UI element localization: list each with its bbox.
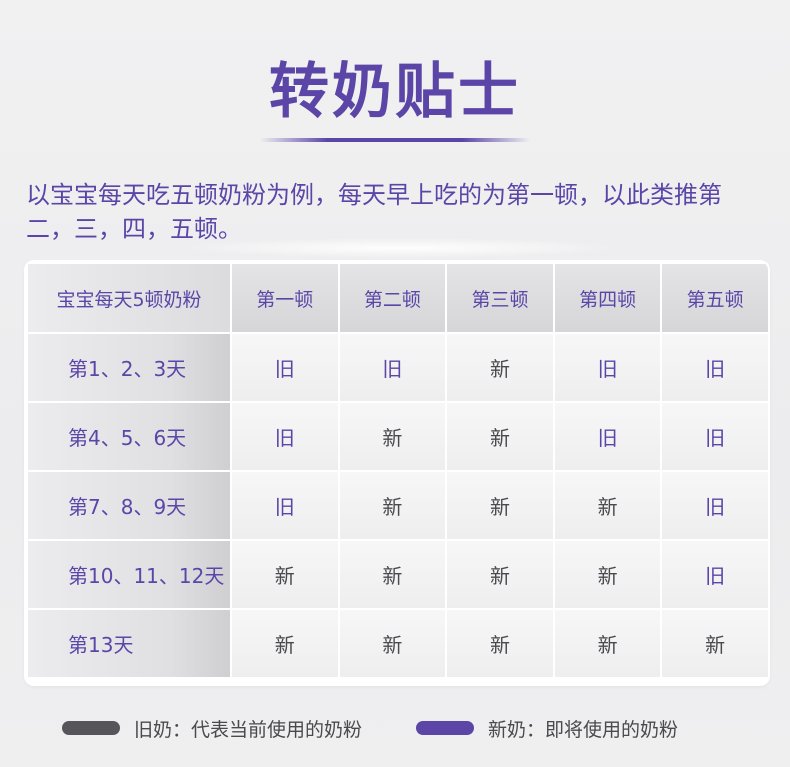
table-cell: 旧 <box>552 332 663 403</box>
table-cell: 新 <box>660 608 768 679</box>
row-label: 第10、11、12天 <box>26 539 232 610</box>
header-cell-meal-3: 第三顿 <box>445 262 555 334</box>
table-body: 第1、2、3天旧旧新旧旧第4、5、6天旧新新旧旧第7、8、9天旧新新新旧第10、… <box>26 332 768 679</box>
table-cell: 旧 <box>230 401 340 472</box>
table-row: 第13天新新新新新 <box>26 608 768 679</box>
header-cell-label: 宝宝每天5顿奶粉 <box>26 262 232 334</box>
table-row: 第10、11、12天新新新新旧 <box>26 539 768 610</box>
table-cell: 新 <box>337 608 448 679</box>
row-label: 第7、8、9天 <box>26 470 232 541</box>
table-cell: 新 <box>552 470 663 541</box>
table-cell: 新 <box>230 608 340 679</box>
table-cell: 旧 <box>660 470 768 541</box>
table-cell: 新 <box>337 470 448 541</box>
table-cell: 新 <box>445 539 555 610</box>
table-cell: 新 <box>337 401 448 472</box>
table-row: 第7、8、9天旧新新新旧 <box>26 470 768 541</box>
legend-old-text: 旧奶：代表当前使用的奶粉 <box>134 718 363 741</box>
intro-text: 以宝宝每天吃五顿奶粉为例，每天早上吃的为第一顿，以此类推第二，三，四，五顿。 <box>26 181 722 243</box>
table-cell: 旧 <box>660 332 768 403</box>
legend-new-text: 新奶：即将使用的奶粉 <box>488 718 679 741</box>
table-cell: 旧 <box>230 470 340 541</box>
table-cell: 旧 <box>552 401 663 472</box>
table-row: 第1、2、3天旧旧新旧旧 <box>26 332 768 403</box>
table-cell: 新 <box>230 539 340 610</box>
intro-glow <box>180 238 620 258</box>
legend: 旧奶：代表当前使用的奶粉 新奶：即将使用的奶粉 <box>0 714 790 742</box>
table-cell: 旧 <box>337 332 448 403</box>
table-cell: 旧 <box>660 401 768 472</box>
table-cell: 新 <box>445 608 555 679</box>
header-cell-meal-2: 第二顿 <box>337 262 448 334</box>
schedule-table-container: 宝宝每天5顿奶粉 第一顿 第二顿 第三顿 第四顿 第五顿 第1、2、3天旧旧新旧… <box>26 262 768 684</box>
header-cell-meal-1: 第一顿 <box>230 262 340 334</box>
legend-item-old: 旧奶：代表当前使用的奶粉 <box>62 714 362 742</box>
table-row: 第4、5、6天旧新新旧旧 <box>26 401 768 472</box>
schedule-table: 宝宝每天5顿奶粉 第一顿 第二顿 第三顿 第四顿 第五顿 第1、2、3天旧旧新旧… <box>26 262 768 679</box>
table-cell: 旧 <box>230 332 340 403</box>
table-cell: 新 <box>445 332 555 403</box>
title-underline <box>260 138 530 142</box>
header-cell-meal-4: 第四顿 <box>552 262 663 334</box>
table-cell: 新 <box>552 539 663 610</box>
table-cell: 旧 <box>660 539 768 610</box>
table-cell: 新 <box>445 470 555 541</box>
table-cell: 新 <box>337 539 448 610</box>
new-milk-swatch <box>416 721 474 735</box>
row-label: 第4、5、6天 <box>26 401 232 472</box>
table-header-row: 宝宝每天5顿奶粉 第一顿 第二顿 第三顿 第四顿 第五顿 <box>26 262 768 334</box>
row-label: 第13天 <box>26 608 232 679</box>
table-cell: 新 <box>552 608 663 679</box>
header-cell-meal-5: 第五顿 <box>660 262 768 334</box>
table-cell: 新 <box>445 401 555 472</box>
row-label: 第1、2、3天 <box>26 332 232 403</box>
old-milk-swatch <box>62 721 120 735</box>
legend-item-new: 新奶：即将使用的奶粉 <box>416 714 678 742</box>
page-title: 转奶贴士 <box>269 57 521 127</box>
